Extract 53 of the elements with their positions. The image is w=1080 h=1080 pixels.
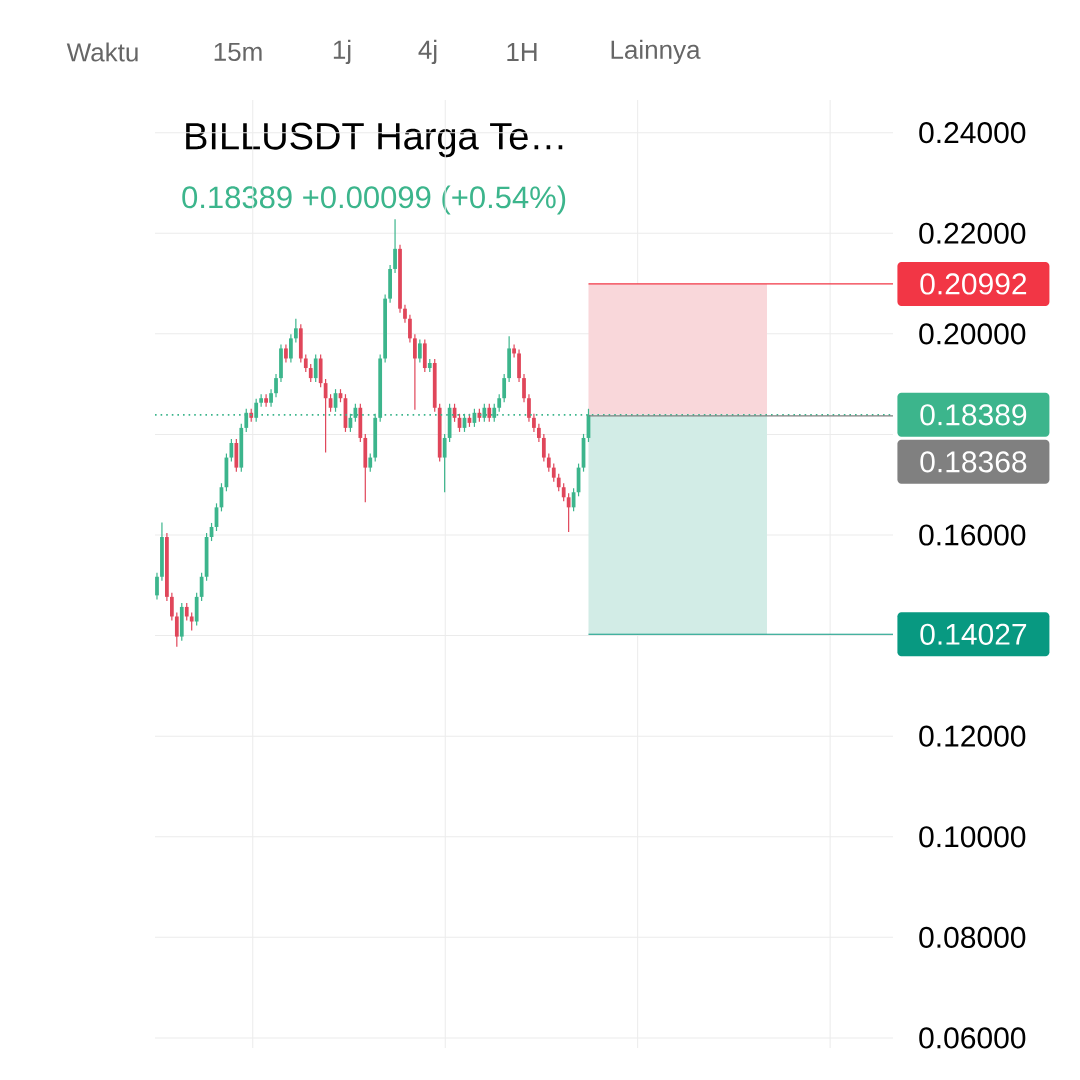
text: Lainnya: [611, 39, 701, 65]
candlestick: [189, 611, 194, 632]
candlestick: [537, 423, 541, 443]
text: 1j: [333, 39, 351, 65]
text: 15m: [214, 42, 262, 62]
candlestick: [546, 452, 551, 473]
ref-line-label: 0.14027: [920, 623, 1027, 645]
candlestick: [169, 592, 174, 622]
candlestick: [561, 482, 566, 502]
text: Waktu: [66, 42, 138, 62]
text: 0.18389 +0.00099 (+0.54%): [182, 185, 566, 215]
candlestick: [293, 318, 298, 343]
candlestick: [551, 463, 556, 483]
candlestick: [199, 572, 204, 602]
candlestick: [289, 333, 293, 364]
text: 1H: [507, 43, 537, 61]
candlestick: [368, 452, 373, 473]
y-tick-label: 0.10000: [919, 826, 1026, 848]
y-tick-label: 0.24000: [919, 122, 1026, 144]
candlestick: [308, 363, 313, 383]
candlestick: [229, 438, 234, 463]
ref-line-label: 0.18368: [920, 451, 1027, 473]
candlestick: [174, 611, 179, 648]
y-tick-label: 0.20000: [919, 323, 1026, 345]
candlestick: [413, 333, 417, 411]
candlestick: [259, 393, 264, 408]
candlestick: [403, 304, 407, 324]
candlestick: [442, 433, 447, 493]
text: 4j: [418, 39, 437, 65]
y-tick-label: 0.06000: [919, 1027, 1026, 1049]
ref-line-label: 0.20992: [920, 273, 1027, 295]
candlestick: [313, 353, 318, 383]
y-tick-label: 0.16000: [919, 524, 1026, 546]
candlestick: [417, 338, 422, 364]
y-tick-label: 0.08000: [919, 926, 1026, 948]
candlestick: [408, 314, 412, 343]
candlestick: [264, 393, 268, 408]
y-tick-label: 0.22000: [919, 222, 1026, 244]
candlestick: [393, 218, 397, 274]
candlestick: [274, 373, 278, 398]
candlestick: [527, 393, 531, 423]
text: BILLUSDT Harga Te…: [186, 122, 563, 158]
candlestick: [541, 433, 546, 463]
candlestick: [487, 403, 492, 423]
candlestick: [512, 343, 516, 359]
candlestick: [522, 373, 526, 403]
candlestick: [155, 572, 159, 600]
candlestick: [284, 343, 288, 364]
candlestick: [502, 373, 507, 403]
candlestick: [566, 492, 571, 533]
candlestick: [532, 413, 536, 433]
y-tick-label: 0.12000: [919, 725, 1026, 747]
ref-line-label: 0.18389: [920, 404, 1027, 426]
